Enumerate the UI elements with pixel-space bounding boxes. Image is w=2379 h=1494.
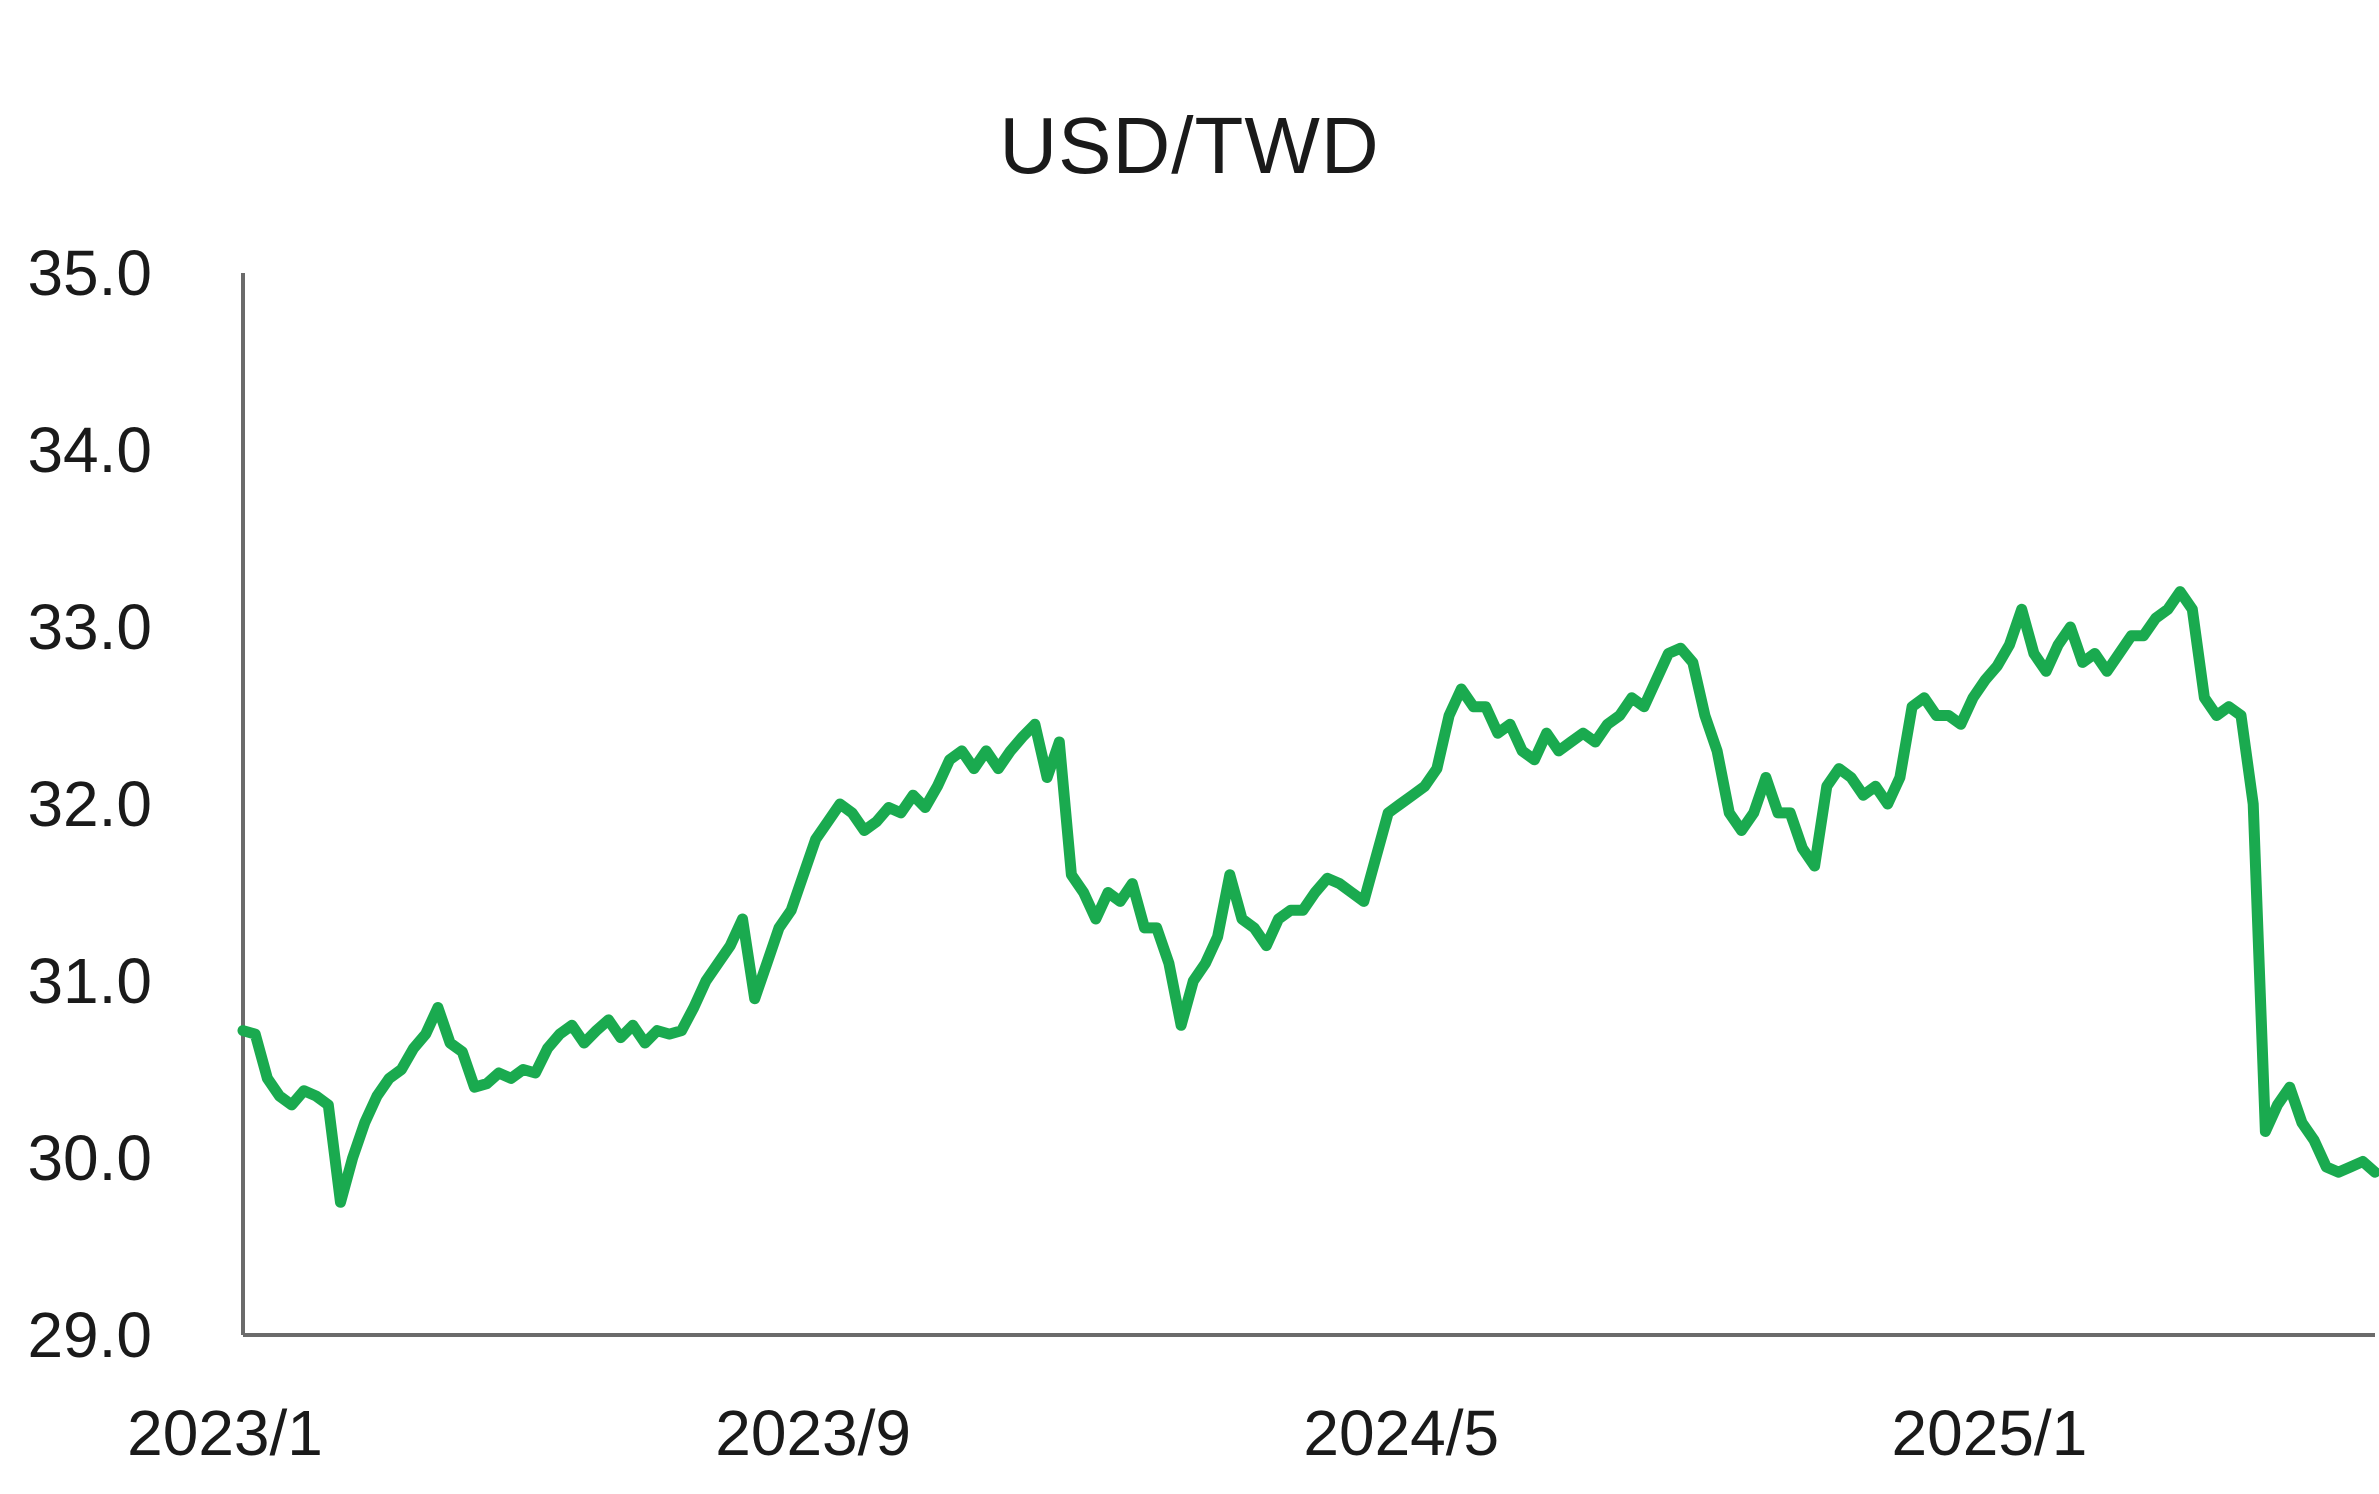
y-axis: 35.0 34.0 33.0 32.0 31.0 30.0 29.0: [27, 237, 245, 1371]
y-tick-label: 34.0: [27, 414, 152, 486]
y-tick-label: 33.0: [27, 591, 152, 663]
y-tick-label: 35.0: [27, 237, 152, 309]
series-line: [237, 586, 2379, 1208]
x-axis: 2023/1 2023/9 2024/5 2025/1: [127, 1333, 2375, 1469]
x-tick-label: 2023/9: [715, 1397, 911, 1469]
y-tick-label: 32.0: [27, 768, 152, 840]
chart-title: USD/TWD: [999, 101, 1380, 190]
y-tick-label: 29.0: [27, 1299, 152, 1371]
x-tick-label: 2024/5: [1303, 1397, 1499, 1469]
y-tick-label: 30.0: [27, 1122, 152, 1194]
x-tick-label: 2025/1: [1892, 1397, 2088, 1469]
series-layer: [237, 586, 2379, 1208]
x-tick-label: 2023/1: [127, 1397, 323, 1469]
y-tick-label: 31.0: [27, 945, 152, 1017]
